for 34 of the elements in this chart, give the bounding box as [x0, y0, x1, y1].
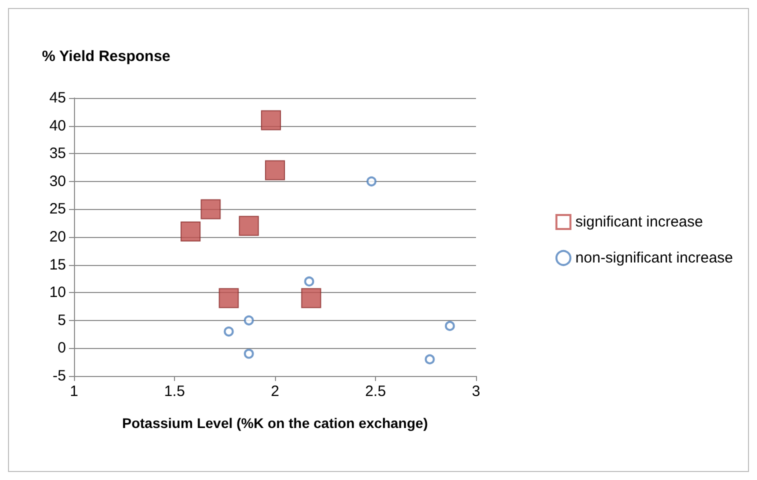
y-tick-label: 20: [49, 228, 66, 246]
x-tick-label: 3: [472, 383, 480, 400]
chart-title: % Yield Response: [42, 48, 170, 65]
y-tick-label: -5: [52, 368, 66, 384]
point: [244, 348, 254, 359]
point: [218, 288, 239, 308]
x-tick-label: 1: [70, 383, 78, 400]
y-tick-label: 15: [49, 256, 66, 274]
y-tick-label: 35: [49, 145, 66, 162]
y-tick-label: 0: [58, 340, 66, 357]
y-tick-label: 40: [49, 117, 66, 134]
point: [444, 320, 455, 331]
y-tick-label: 5: [58, 312, 66, 329]
y-tick-label: 45: [49, 90, 66, 106]
point: [265, 160, 285, 180]
x-tick-label: 2: [270, 383, 280, 400]
x-tick-label: 1.5: [164, 383, 185, 400]
x-axis-title: Potassium Level (%K on the cation exchange): [122, 415, 428, 431]
y-tick-label: 10: [49, 284, 66, 302]
point: [224, 326, 234, 337]
point: [424, 354, 435, 364]
point: [301, 288, 322, 308]
x-tick-label: 2.5: [365, 383, 386, 400]
point: [180, 221, 201, 242]
point: [238, 216, 259, 236]
point: [366, 176, 376, 186]
point: [244, 315, 254, 326]
point: [260, 110, 281, 130]
y-tick-label: 25: [49, 200, 66, 218]
legend-label: non-significant increase: [575, 250, 734, 266]
point: [200, 199, 221, 220]
point: [304, 276, 314, 286]
y-tick-label: 30: [49, 172, 66, 190]
legend-label: significant increase: [575, 214, 703, 230]
